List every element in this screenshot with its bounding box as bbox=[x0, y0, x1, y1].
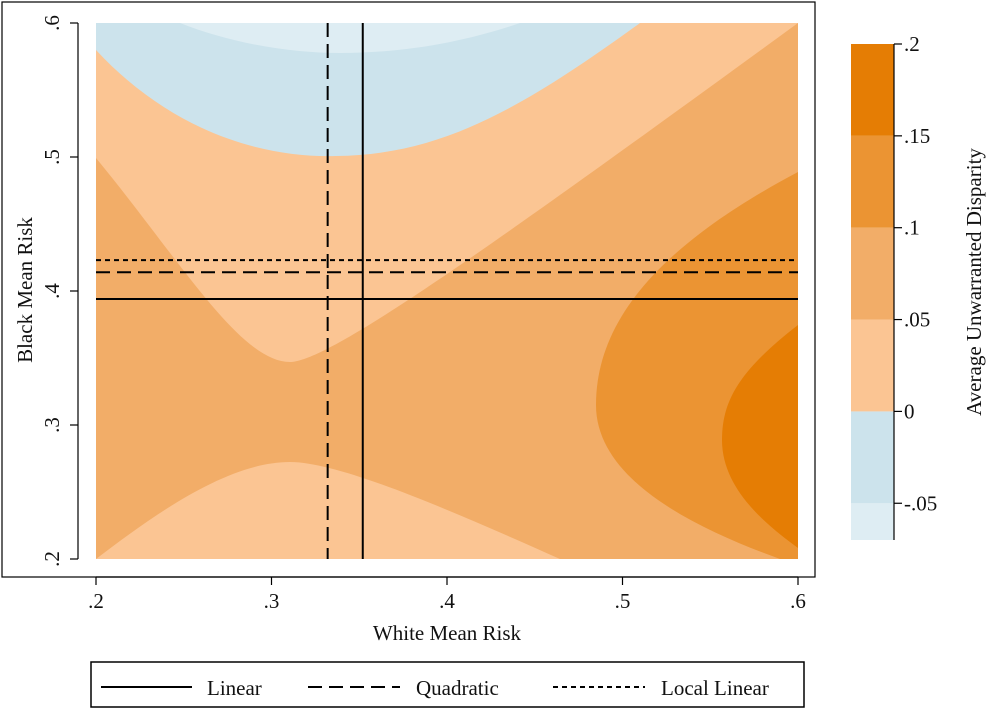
x-tick-label: .4 bbox=[439, 589, 455, 613]
colorbar-segment bbox=[851, 227, 894, 320]
y-tick-label: .3 bbox=[40, 417, 64, 433]
x-tick-label: .5 bbox=[615, 589, 631, 613]
colorbar-tick-label: .1 bbox=[904, 216, 920, 240]
contour-band-0.15-to-0.2 bbox=[722, 325, 798, 548]
y-tick-label: .2 bbox=[40, 551, 64, 567]
colorbar-tick-label: 0 bbox=[904, 399, 915, 423]
colorbar-tick-label: .05 bbox=[904, 308, 930, 332]
y-axis-label: Black Mean Risk bbox=[13, 217, 37, 363]
colorbar-segment bbox=[851, 411, 894, 504]
reference-lines bbox=[96, 23, 798, 559]
colorbar-segment bbox=[851, 135, 894, 228]
contour-band-negative-inner bbox=[180, 23, 520, 53]
x-tick-label: .2 bbox=[88, 589, 104, 613]
legend: Linear Quadratic Local Linear bbox=[90, 661, 805, 708]
colorbar: .2 .15 .1 .05 0 -.05 bbox=[851, 32, 937, 540]
y-axis: .2 .3 .4 .5 .6 bbox=[40, 15, 79, 567]
colorbar-segment bbox=[851, 44, 894, 136]
colorbar-label: Average Unwarranted Disparity bbox=[962, 148, 986, 416]
legend-box bbox=[90, 661, 805, 708]
y-tick-label: .5 bbox=[40, 149, 64, 165]
legend-local-linear-label: Local Linear bbox=[661, 676, 769, 700]
contour-band-negative-outer bbox=[96, 23, 640, 157]
colorbar-tick-label: .15 bbox=[904, 124, 930, 148]
legend-linear-label: Linear bbox=[207, 676, 262, 700]
x-tick-label: .3 bbox=[264, 589, 280, 613]
y-tick-label: .6 bbox=[40, 15, 64, 31]
legend-quadratic-label: Quadratic bbox=[416, 676, 499, 700]
contour-regions bbox=[96, 23, 798, 559]
colorbar-segment bbox=[851, 503, 894, 540]
colorbar-segment bbox=[851, 319, 894, 412]
y-tick-label: .4 bbox=[40, 283, 64, 299]
colorbar-tick-label: -.05 bbox=[904, 491, 937, 515]
x-axis: .2 .3 .4 .5 .6 bbox=[88, 576, 806, 613]
x-tick-label: .6 bbox=[790, 589, 806, 613]
colorbar-tick-label: .2 bbox=[904, 32, 920, 56]
x-axis-label: White Mean Risk bbox=[373, 621, 522, 645]
